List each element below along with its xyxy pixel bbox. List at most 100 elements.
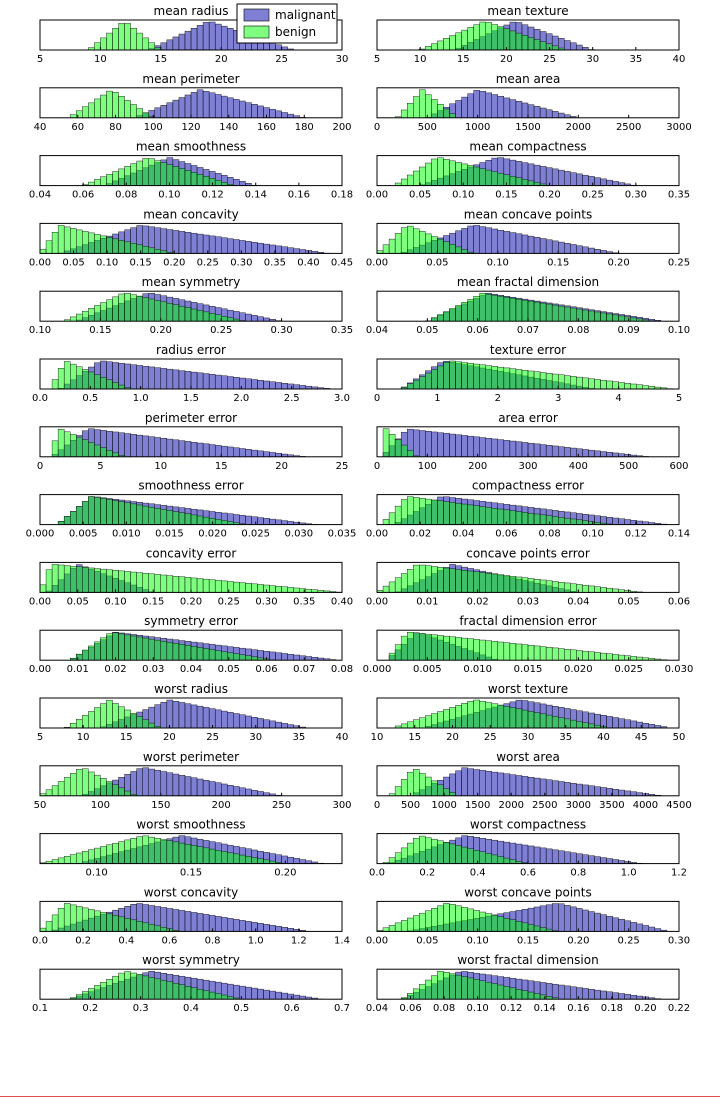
bar-benign: [479, 851, 486, 864]
bar-malignant: [558, 241, 565, 254]
bar-malignant: [190, 28, 198, 51]
bar-benign: [57, 908, 65, 932]
bar-benign: [437, 365, 444, 390]
x-tick-label: 0.03: [517, 596, 539, 607]
bar-malignant: [154, 704, 161, 729]
bar-malignant: [515, 843, 523, 864]
x-tick-label: 0.010: [463, 664, 492, 675]
bar-malignant: [227, 376, 234, 390]
x-tick-label: 0.5: [82, 393, 98, 404]
bar-malignant: [257, 105, 264, 118]
bar-benign: [600, 312, 607, 322]
bar-benign: [461, 846, 468, 864]
bar-benign: [124, 241, 131, 254]
bar-benign: [545, 647, 553, 661]
bar-malignant: [208, 21, 216, 51]
bar-benign: [497, 26, 505, 51]
bar-malignant: [576, 853, 583, 864]
bar-malignant: [227, 97, 234, 119]
bar-benign: [564, 375, 571, 390]
bar-malignant: [636, 923, 643, 932]
x-tick-label: 500: [401, 800, 420, 811]
bar-benign: [558, 717, 565, 729]
bar-malignant: [281, 653, 288, 661]
bar-malignant: [220, 917, 228, 932]
bar-benign: [160, 162, 168, 186]
bar-benign: [394, 505, 402, 525]
bar-benign: [166, 840, 174, 864]
bar-benign: [251, 656, 258, 661]
panel-title: worst perimeter: [143, 750, 239, 764]
bar-benign: [527, 300, 535, 322]
bar-benign: [63, 431, 71, 458]
bar-benign: [136, 716, 143, 729]
bar-malignant: [166, 908, 174, 932]
x-tick-label: 0.09: [618, 325, 640, 336]
bar-malignant: [551, 240, 559, 254]
x-tick-label: 0.30: [255, 596, 277, 607]
bar-malignant: [636, 721, 643, 729]
bar-benign: [449, 502, 456, 525]
x-tick-label: 0.6: [520, 868, 536, 879]
x-tick-label: 0.0: [32, 393, 48, 404]
x-tick-label: 15: [154, 54, 167, 65]
bar-benign: [473, 639, 480, 661]
x-tick-label: 0.25: [582, 190, 604, 201]
x-tick-label: 0.30: [668, 935, 690, 946]
bar-malignant: [130, 434, 137, 458]
bar-benign: [112, 784, 119, 796]
bar-malignant: [208, 781, 216, 796]
bar-malignant: [558, 984, 565, 1000]
bar-benign: [636, 384, 643, 390]
bar-malignant: [178, 231, 186, 254]
bar-malignant: [558, 446, 565, 457]
bar-benign: [521, 35, 529, 51]
bar-benign: [227, 852, 234, 864]
bar-benign: [612, 314, 619, 322]
bar-malignant: [202, 22, 210, 51]
bar-benign: [479, 980, 486, 1000]
x-tick-label: 0.04: [180, 664, 202, 675]
bar-benign: [82, 567, 89, 593]
bar-benign: [485, 507, 492, 525]
bar-benign: [388, 857, 396, 864]
bar-benign: [545, 373, 553, 390]
bar-benign: [630, 383, 637, 390]
panel-title: mean radius: [154, 4, 229, 18]
bar-benign: [564, 649, 571, 661]
bar-benign: [521, 644, 529, 661]
x-tick-label: 0.8: [570, 868, 586, 879]
bar-malignant: [588, 176, 595, 186]
bar-malignant: [172, 369, 180, 390]
bar-benign: [419, 984, 426, 1000]
bar-malignant: [582, 988, 589, 1000]
bar-benign: [437, 40, 444, 51]
bar-malignant: [172, 36, 180, 51]
bar-benign: [624, 316, 631, 322]
bar-benign: [94, 179, 101, 186]
histogram-panel: worst smoothness 0.10 0.15 0.20: [39, 818, 343, 879]
bar-malignant: [582, 784, 589, 796]
bar-malignant: [485, 227, 492, 254]
bar-benign: [136, 572, 143, 593]
bar-malignant: [263, 380, 270, 390]
x-tick-label: 25: [484, 732, 497, 743]
bar-benign: [88, 988, 95, 1000]
bar-malignant: [275, 721, 282, 729]
bar-malignant: [551, 445, 559, 458]
x-tick-label: 25: [336, 461, 349, 472]
bar-benign: [166, 164, 174, 186]
x-tick-label: 25: [543, 54, 556, 65]
x-tick-label: 0.00: [366, 257, 388, 268]
bar-malignant: [564, 782, 571, 796]
bar-benign: [154, 160, 161, 186]
bar-benign: [154, 249, 161, 254]
bar-benign: [178, 305, 186, 322]
bar-malignant: [582, 174, 589, 186]
x-tick-label: 1500: [465, 800, 490, 811]
x-tick-label: 0.05: [62, 257, 84, 268]
bar-malignant: [582, 854, 589, 864]
bar-benign: [154, 838, 161, 864]
bar-benign: [94, 568, 101, 593]
bar-benign: [154, 639, 161, 661]
